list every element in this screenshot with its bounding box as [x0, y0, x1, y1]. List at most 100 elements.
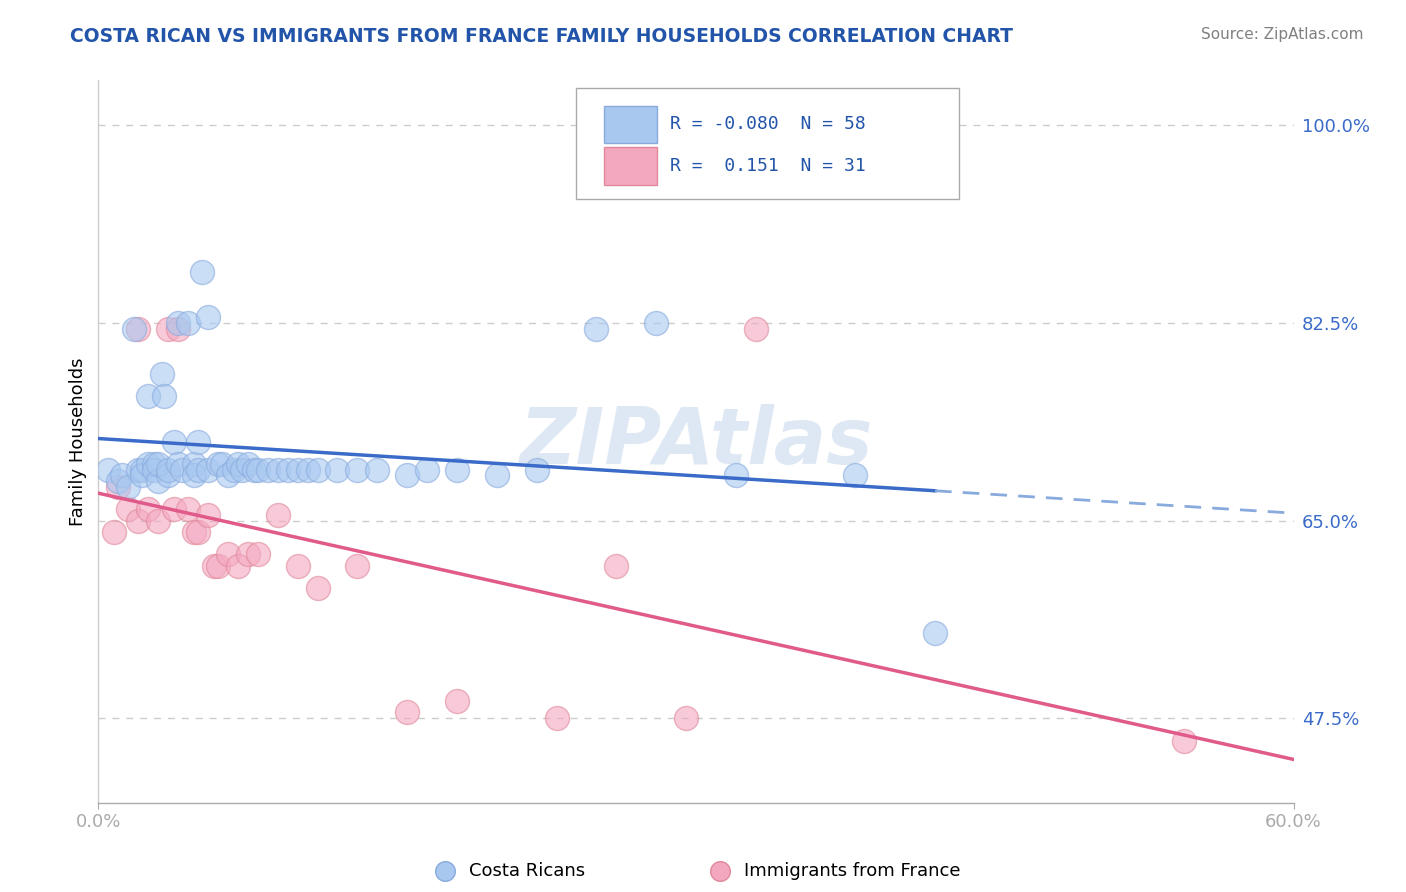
Point — [167, 457, 190, 471]
Point — [107, 480, 129, 494]
Point — [724, 468, 747, 483]
Text: R = -0.080  N = 58: R = -0.080 N = 58 — [669, 115, 866, 133]
Point — [131, 468, 153, 483]
Point — [177, 316, 200, 330]
Point — [150, 367, 173, 381]
Point — [396, 468, 419, 483]
Point — [243, 463, 266, 477]
Point — [163, 502, 186, 516]
Point — [117, 502, 139, 516]
Point — [446, 694, 468, 708]
Point — [1173, 733, 1195, 747]
Point — [172, 463, 194, 477]
Point — [844, 468, 866, 483]
Point — [211, 457, 233, 471]
Point — [256, 463, 278, 477]
Point — [177, 502, 200, 516]
Point — [197, 310, 219, 325]
Point — [207, 558, 229, 573]
Point — [103, 524, 125, 539]
FancyBboxPatch shape — [605, 147, 657, 185]
Point — [148, 457, 170, 471]
Point — [183, 457, 205, 471]
Text: Immigrants from France: Immigrants from France — [744, 863, 960, 880]
Point — [485, 468, 508, 483]
Point — [416, 463, 439, 477]
Point — [187, 463, 209, 477]
Point — [236, 548, 259, 562]
Point — [191, 265, 214, 279]
Point — [136, 502, 159, 516]
Point — [136, 389, 159, 403]
FancyBboxPatch shape — [605, 105, 657, 143]
Point — [585, 321, 607, 335]
Text: Costa Ricans: Costa Ricans — [470, 863, 585, 880]
Point — [197, 463, 219, 477]
Point — [167, 321, 190, 335]
Text: Source: ZipAtlas.com: Source: ZipAtlas.com — [1201, 27, 1364, 42]
Point — [157, 321, 180, 335]
Point — [226, 457, 249, 471]
Y-axis label: Family Households: Family Households — [69, 358, 87, 525]
Point — [446, 463, 468, 477]
Point — [366, 463, 388, 477]
Point — [346, 463, 368, 477]
Point — [153, 389, 176, 403]
Point — [187, 524, 209, 539]
Point — [526, 463, 548, 477]
Point — [267, 508, 290, 522]
Point — [267, 463, 290, 477]
Point — [924, 626, 946, 640]
Point — [183, 468, 205, 483]
Point — [124, 321, 146, 335]
Point — [287, 463, 309, 477]
Point — [246, 548, 269, 562]
Point — [675, 711, 697, 725]
Point — [231, 463, 253, 477]
Point — [111, 468, 134, 483]
FancyBboxPatch shape — [576, 87, 959, 200]
Point — [246, 463, 269, 477]
Point — [546, 711, 568, 725]
Text: COSTA RICAN VS IMMIGRANTS FROM FRANCE FAMILY HOUSEHOLDS CORRELATION CHART: COSTA RICAN VS IMMIGRANTS FROM FRANCE FA… — [70, 27, 1014, 45]
Point — [202, 558, 225, 573]
Point — [107, 474, 129, 488]
Point — [131, 463, 153, 477]
Point — [127, 514, 149, 528]
Point — [307, 582, 329, 596]
Point — [197, 508, 219, 522]
Point — [117, 480, 139, 494]
Point — [148, 514, 170, 528]
Point — [605, 558, 627, 573]
Point — [163, 434, 186, 449]
Point — [143, 457, 166, 471]
Point — [148, 474, 170, 488]
Point — [167, 316, 190, 330]
Point — [187, 434, 209, 449]
Text: R =  0.151  N = 31: R = 0.151 N = 31 — [669, 157, 866, 175]
Point — [236, 457, 259, 471]
Point — [297, 463, 319, 477]
Point — [396, 706, 419, 720]
Point — [226, 558, 249, 573]
Point — [217, 548, 239, 562]
Point — [157, 463, 180, 477]
Point — [346, 558, 368, 573]
Point — [645, 316, 668, 330]
Point — [183, 524, 205, 539]
Point — [222, 463, 245, 477]
Point — [97, 463, 120, 477]
Point — [277, 463, 299, 477]
Point — [127, 321, 149, 335]
Point — [207, 457, 229, 471]
Text: ZIPAtlas: ZIPAtlas — [519, 403, 873, 480]
Point — [287, 558, 309, 573]
Point — [326, 463, 349, 477]
Point — [157, 468, 180, 483]
Point — [127, 463, 149, 477]
Point — [136, 457, 159, 471]
Point — [745, 321, 768, 335]
Point — [217, 468, 239, 483]
Point — [307, 463, 329, 477]
Point — [143, 463, 166, 477]
